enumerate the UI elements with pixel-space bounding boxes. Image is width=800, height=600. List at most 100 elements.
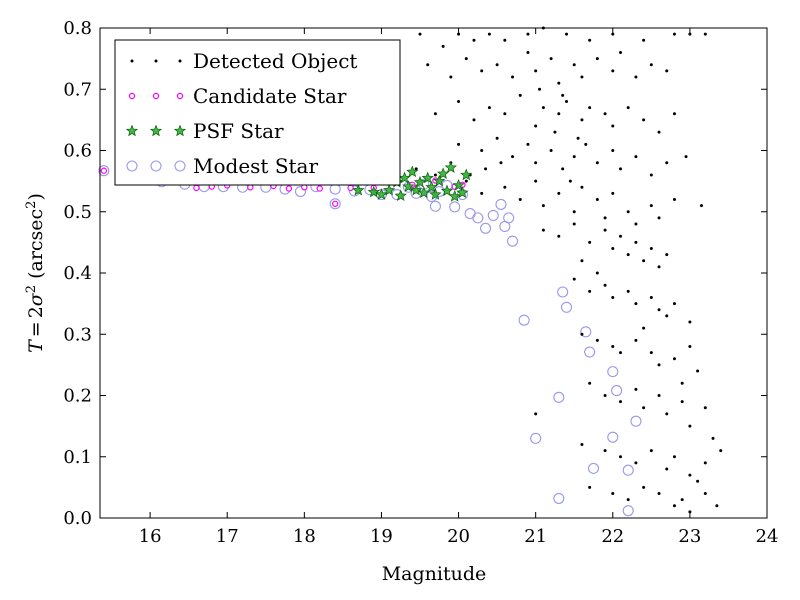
modest-star-point-24 (449, 201, 461, 213)
psf-star-point-18 (444, 161, 457, 173)
detected-object-point-73 (464, 179, 468, 183)
detected-object-point-32 (665, 69, 669, 73)
detected-object-point-111 (634, 302, 638, 306)
y-tick-label-5: 0.5 (63, 202, 92, 223)
detected-object-point-140 (711, 436, 715, 440)
detected-object-point-51 (657, 130, 661, 134)
y-label-eq: = (25, 321, 47, 337)
detected-object-point-69 (649, 173, 653, 177)
detected-object-point-104 (580, 259, 584, 263)
detected-object-point-107 (588, 289, 592, 293)
y-tick-label-7: 0.7 (63, 79, 92, 100)
detected-object-point-31 (649, 63, 653, 67)
detected-object-point-139 (703, 406, 707, 410)
detected-object-point-170 (499, 161, 503, 165)
modest-star-point-10 (294, 185, 307, 198)
modest-star-point-37 (557, 286, 569, 298)
detected-object-point-66 (611, 149, 615, 152)
detected-object-point-108 (603, 283, 607, 287)
modest-star-point-47 (622, 464, 634, 476)
detected-object-point-64 (584, 142, 588, 146)
detected-object-point-133 (634, 387, 638, 391)
detected-object-point-152 (611, 492, 615, 495)
detected-object-point-41 (534, 124, 538, 128)
detected-object-point-113 (657, 308, 661, 312)
modest-star-point-29 (487, 209, 499, 221)
detected-object-point-153 (626, 498, 630, 502)
modest-star-point-32 (503, 212, 515, 224)
detected-object-point-43 (557, 112, 561, 116)
detected-object-point-63 (572, 155, 576, 159)
detected-object-point-157 (680, 498, 684, 502)
detected-object-point-138 (688, 424, 692, 428)
detected-object-point-118 (580, 332, 584, 336)
x-tick-label-8: 24 (756, 526, 779, 547)
psf-star-point-0 (352, 183, 365, 196)
detected-object-point-58 (511, 155, 515, 159)
detected-object-point-56 (480, 149, 484, 152)
modest-star-point-34 (429, 200, 441, 212)
detected-object-point-67 (618, 167, 622, 171)
detected-object-point-2 (457, 32, 461, 36)
x-tick-label-3: 19 (370, 526, 393, 547)
detected-object-point-80 (572, 210, 576, 214)
detected-object-point-30 (634, 75, 638, 79)
detected-object-point-122 (634, 338, 638, 342)
detected-object-point-154 (642, 485, 646, 489)
detected-object-point-102 (657, 265, 661, 269)
y-tick-label-6: 0.6 (63, 141, 92, 162)
y-label-unit-open: (arcsec (25, 209, 47, 279)
modest-star-point-27 (472, 212, 484, 224)
detected-object-point-72 (568, 179, 572, 183)
detected-object-point-129 (534, 412, 538, 416)
psf-star-point-1 (367, 185, 380, 198)
y-label-unit-close: ) (25, 193, 47, 200)
detected-object-point-123 (649, 351, 653, 355)
detected-object-point-142 (603, 449, 607, 453)
detected-object-point-5 (503, 38, 507, 42)
detected-object-point-89 (672, 198, 676, 201)
detected-object-point-65 (595, 161, 599, 165)
legend-marker-candidate-star-point-1 (152, 92, 160, 100)
legend-marker-modest-star-point-0 (126, 160, 138, 172)
detected-object-point-3 (472, 38, 476, 42)
detected-object-point-144 (634, 461, 638, 465)
modest-star-point-45 (611, 385, 623, 397)
x-tick-label-0: 16 (139, 526, 162, 547)
detected-object-point-15 (426, 63, 430, 67)
detected-object-point-135 (657, 394, 661, 397)
detected-object-point-39 (503, 112, 507, 116)
psf-star-point-16 (437, 167, 450, 179)
candidate-star-point-2 (193, 184, 200, 192)
detected-object-point-121 (618, 351, 622, 355)
detected-object-point-25 (572, 63, 576, 67)
modest-star-point-41 (580, 326, 592, 338)
x-tick-label-1: 17 (216, 526, 239, 547)
detected-object-point-166 (433, 173, 437, 177)
legend-label-modest: Modest Star (193, 154, 318, 178)
detected-object-point-17 (464, 57, 468, 61)
detected-object-point-10 (611, 32, 615, 36)
detected-object-point-27 (595, 57, 599, 61)
modest-star-point-44 (607, 366, 619, 378)
y-label-unit-sup: 2 (24, 201, 39, 209)
y-axis-label: T=2σ2(arcsec2) (24, 193, 47, 353)
modest-star-point-28 (479, 222, 492, 234)
candidate-star-point-0 (100, 167, 108, 174)
detected-object-point-9 (588, 38, 592, 42)
detected-object-point-71 (684, 155, 688, 159)
detected-object-point-14 (703, 32, 707, 36)
detected-object-point-131 (603, 394, 607, 397)
detected-object-point-18 (480, 69, 484, 73)
y-tick-label-3: 0.3 (63, 324, 92, 345)
detected-object-point-74 (480, 191, 484, 195)
detected-object-point-85 (626, 210, 630, 214)
psf-star-point-5 (394, 189, 407, 202)
psf-star-point-14 (429, 188, 442, 200)
legend-marker-modest-star-point-2 (174, 160, 186, 172)
detected-object-point-70 (665, 161, 669, 165)
modest-star-point-42 (584, 346, 596, 358)
detected-object-point-38 (487, 106, 491, 110)
detected-object-point-6 (526, 32, 530, 36)
